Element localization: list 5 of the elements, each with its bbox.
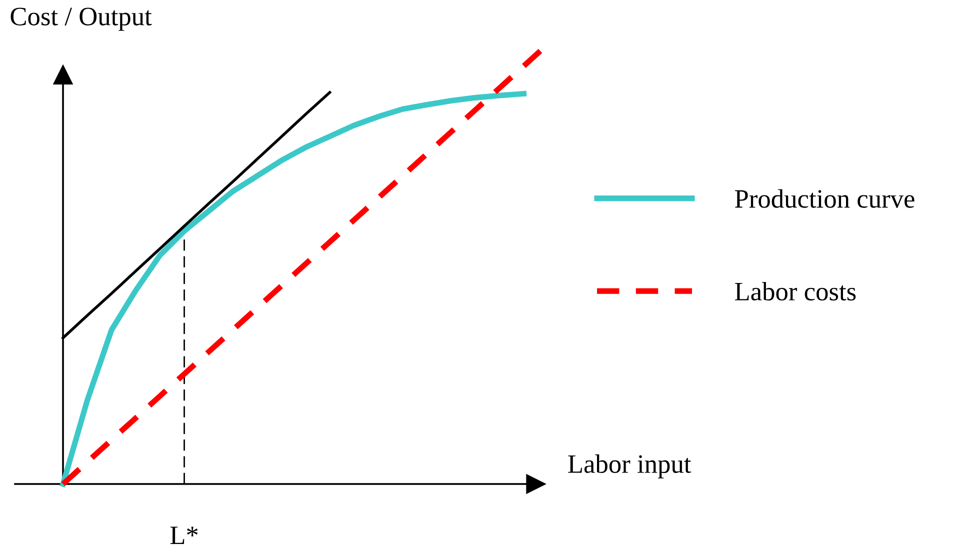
legend-label: Production curve	[734, 189, 914, 208]
x-axis-title: Labor input	[568, 454, 692, 478]
text: L*	[170, 526, 198, 544]
legend-label: Labor costs	[734, 282, 856, 301]
y-axis-title: Cost / Output	[10, 8, 152, 31]
